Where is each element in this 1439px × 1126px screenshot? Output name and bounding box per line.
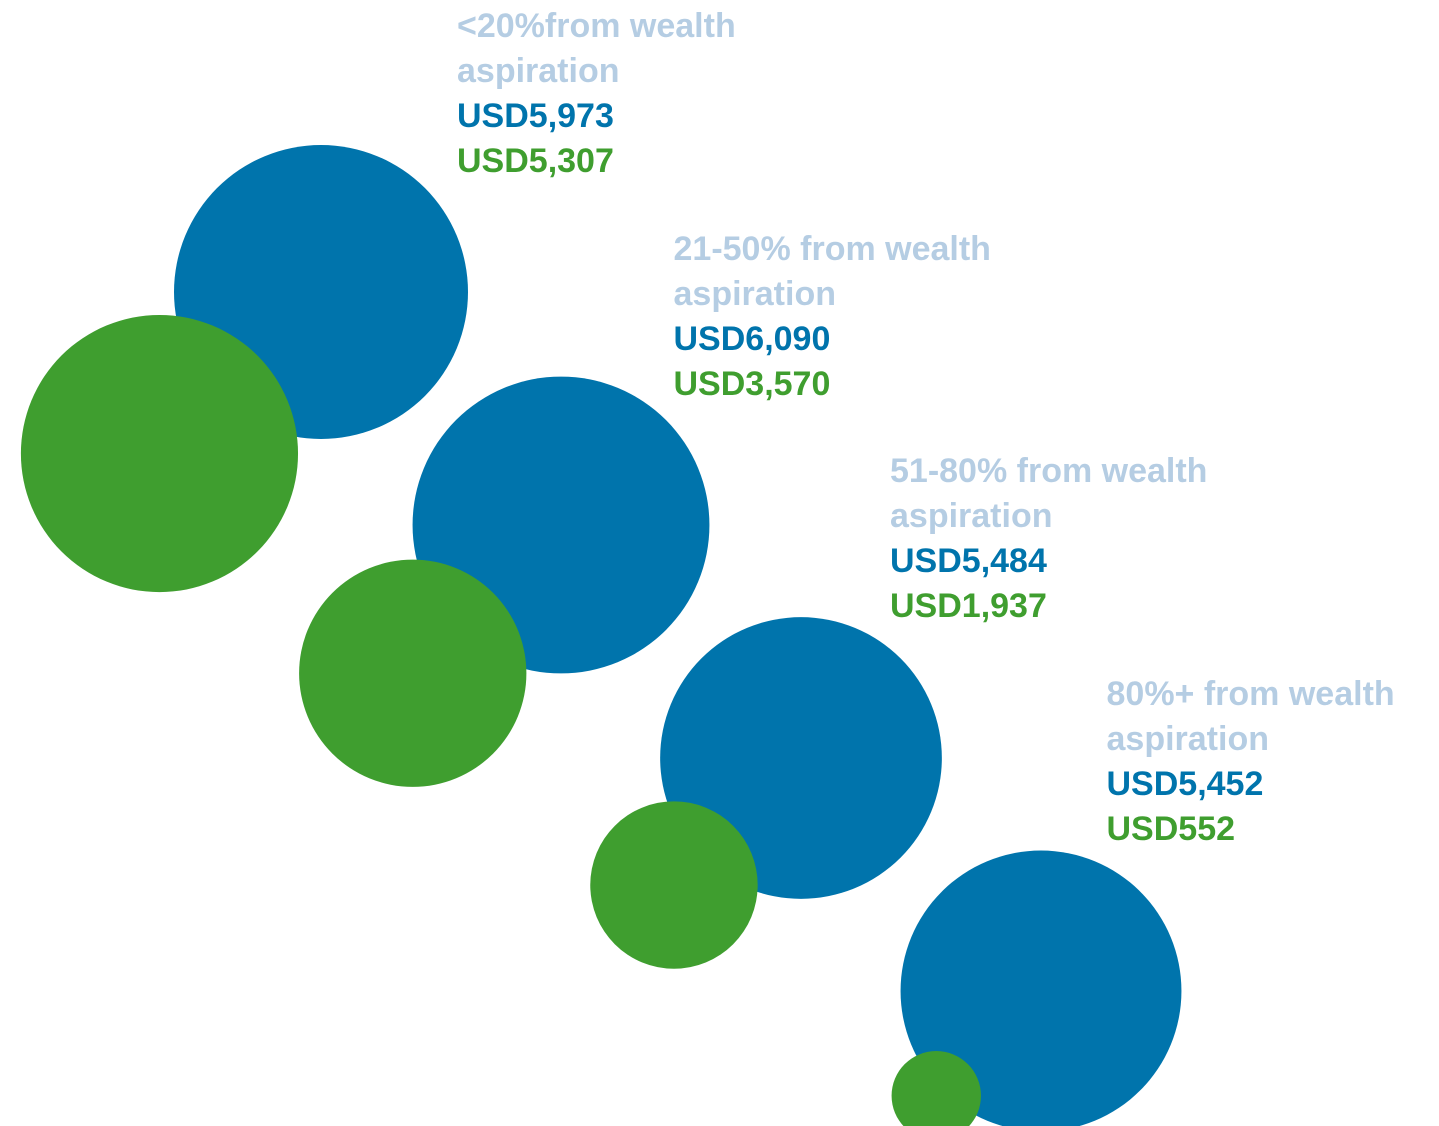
bubble: [900, 850, 1182, 1126]
group-label: 80%+ from wealth aspiration USD5,452 USD55…: [1107, 672, 1439, 852]
value-label: USD5,484: [890, 542, 1047, 580]
value-label: USD552: [1106, 809, 1236, 848]
value-label: USD5,973: [457, 97, 614, 135]
value-label: USD5,452: [1106, 764, 1264, 803]
category-label: 21-50% from wealth aspiration: [673, 229, 991, 313]
category-label: 80%+ from wealth aspiration: [1106, 674, 1395, 758]
group-label: 51-80% from wealth aspiration USD5,484 USD…: [890, 449, 1230, 629]
category-label: 51-80% from wealth aspiration: [890, 452, 1208, 535]
value-label: USD6,090: [673, 319, 831, 358]
bubble: [299, 559, 527, 787]
value-label: USD5,307: [457, 142, 614, 180]
bubble: [590, 801, 758, 969]
bubble: [20, 314, 299, 593]
group-label: <20%from wealth aspiration USD5,973 USD5,3…: [457, 4, 797, 184]
bubble: [891, 1051, 981, 1126]
value-label: USD3,570: [673, 364, 831, 403]
group-label: 21-50% from wealth aspiration USD6,090 USD…: [674, 227, 1014, 407]
value-label: USD1,937: [890, 587, 1047, 625]
category-label: <20%from wealth aspiration: [457, 7, 736, 90]
